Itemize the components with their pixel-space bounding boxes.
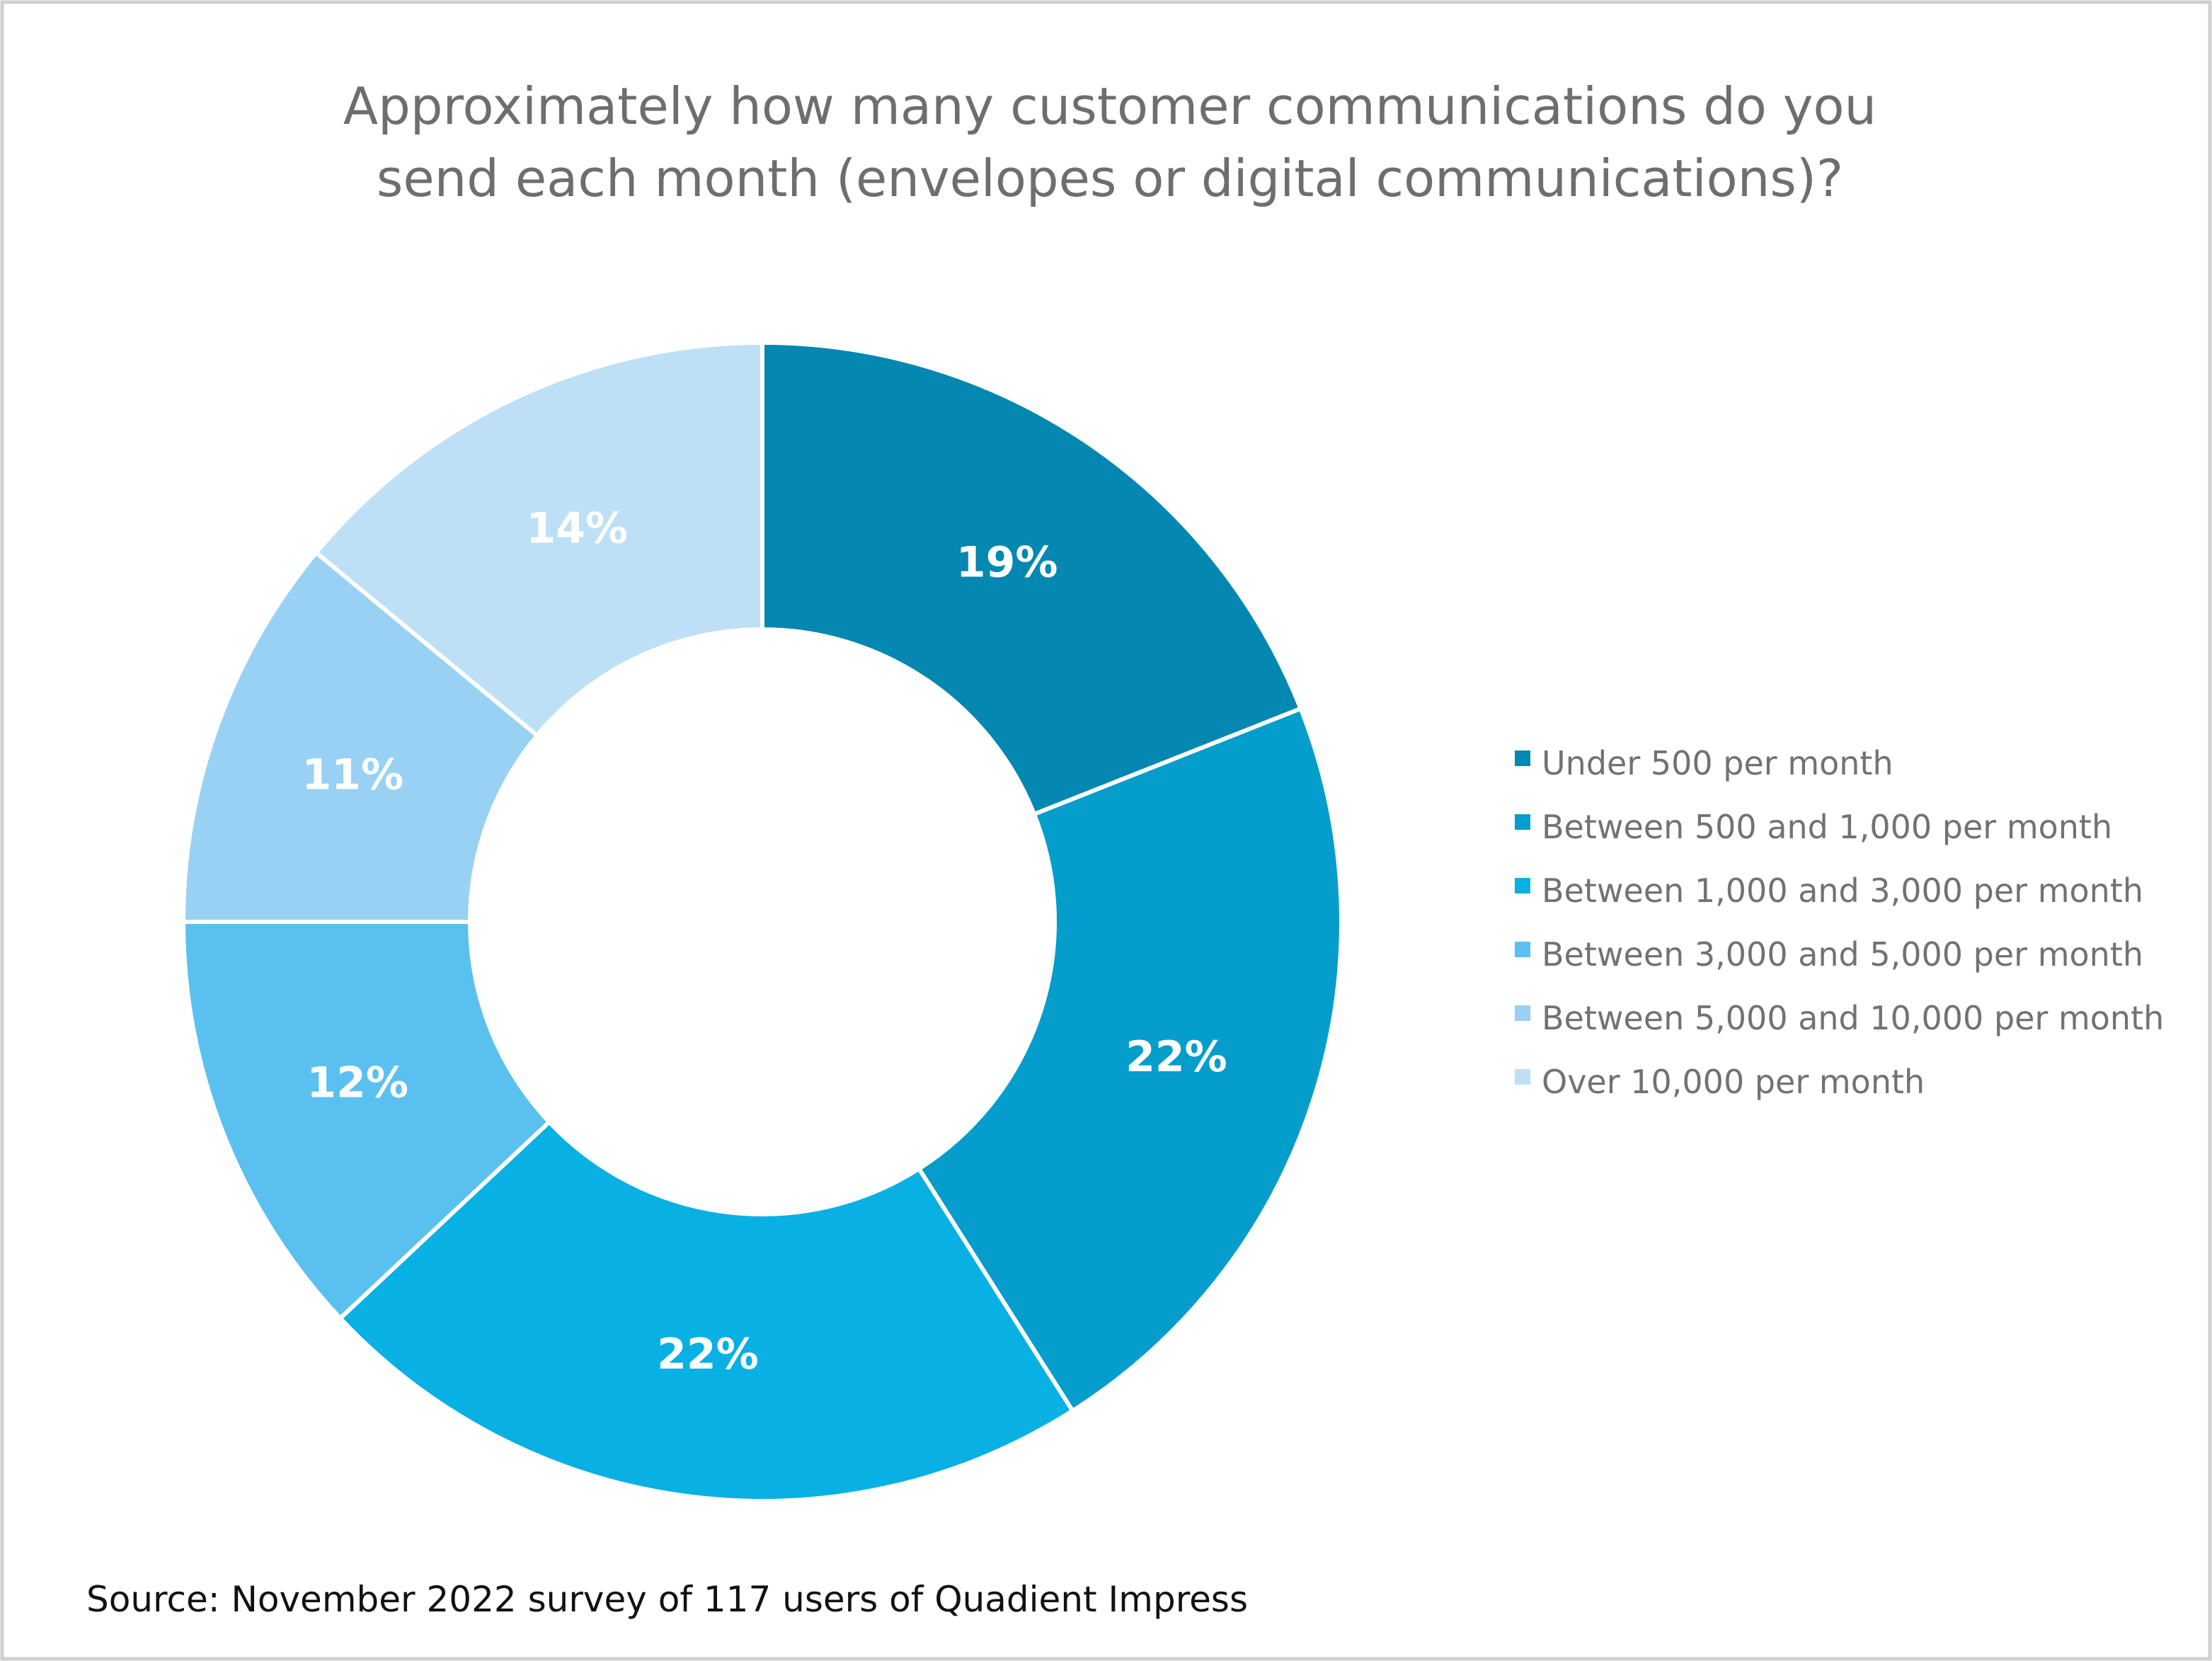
data-label: 22% <box>1125 1032 1227 1082</box>
legend-label: Between 5,000 and 10,000 per month <box>1542 999 2164 1037</box>
data-label: 14% <box>526 504 628 554</box>
legend-label: Between 3,000 and 5,000 per month <box>1542 935 2143 974</box>
legend-label: Over 10,000 per month <box>1542 1063 1925 1101</box>
donut-slice <box>313 340 764 738</box>
donut-slice <box>760 340 1304 817</box>
data-label: 12% <box>306 1058 408 1107</box>
source-note: Source: November 2022 survey of 117 user… <box>86 1579 1248 1620</box>
legend-swatch <box>1515 750 1530 766</box>
data-label: 22% <box>657 1330 759 1379</box>
legend-label: Under 500 per month <box>1542 744 1893 782</box>
legend-label: Between 500 and 1,000 per month <box>1542 808 2112 846</box>
legend-label: Between 1,000 and 3,000 per month <box>1542 872 2143 910</box>
legend-swatch <box>1515 878 1530 894</box>
donut-slice <box>337 1119 1076 1503</box>
chart-title-line-2: send each month (envelopes or digital co… <box>377 149 1843 208</box>
legend-swatch <box>1515 1005 1530 1021</box>
legend-swatch <box>1515 1069 1530 1085</box>
data-label: 19% <box>956 537 1058 587</box>
legend-swatch <box>1515 814 1530 830</box>
donut-slice <box>180 549 541 924</box>
donut-slice <box>180 920 553 1322</box>
legend-swatch <box>1515 942 1530 957</box>
chart-title-line-1: Approximately how many customer communic… <box>343 76 1876 136</box>
donut-slice <box>916 705 1344 1414</box>
data-label: 11% <box>302 750 404 800</box>
